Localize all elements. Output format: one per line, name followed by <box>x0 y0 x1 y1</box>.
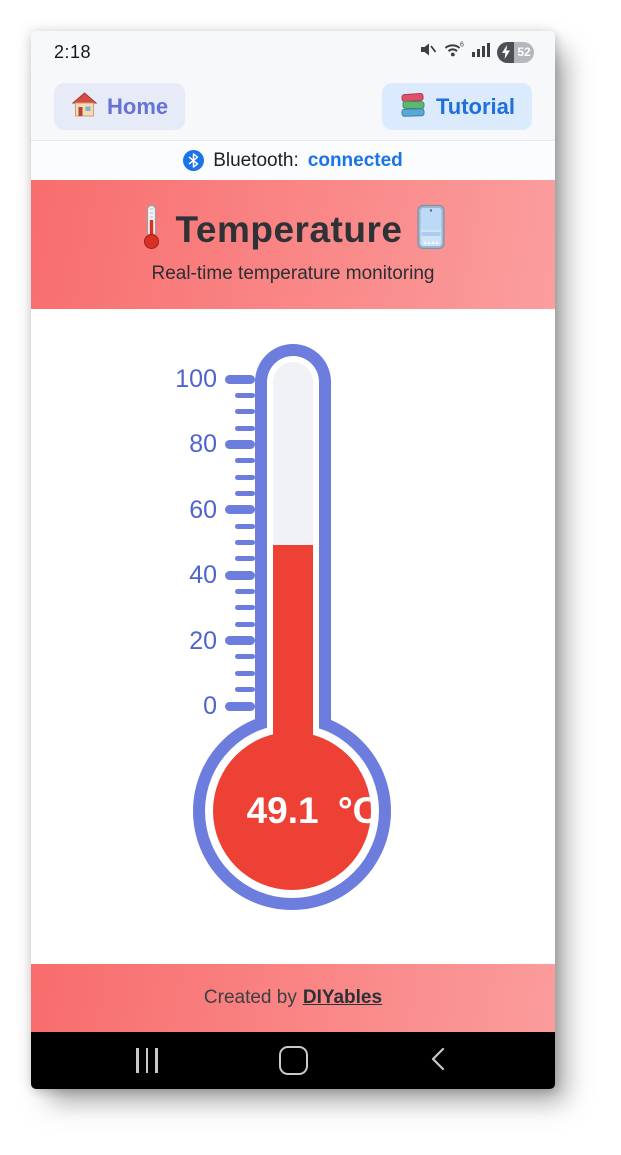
scale-tick <box>225 570 255 580</box>
tube-empty <box>273 362 313 546</box>
back-icon <box>428 1046 450 1075</box>
signal-icon <box>471 40 491 64</box>
bluetooth-label: Bluetooth: <box>213 149 299 171</box>
tutorial-button-label: Tutorial <box>435 93 515 119</box>
scale-tick <box>235 458 255 464</box>
scale-tick <box>225 505 255 515</box>
android-home-button[interactable] <box>273 1041 313 1081</box>
bluetooth-status: connected <box>307 149 403 171</box>
home-button-label: Home <box>107 93 169 119</box>
scale-label: 0 <box>203 692 217 720</box>
scale-label: 100 <box>175 365 217 393</box>
page-subtitle: Real-time temperature monitoring <box>151 263 435 284</box>
mute-icon <box>418 40 437 64</box>
scale-tick <box>225 439 255 449</box>
scale-tick <box>235 474 255 480</box>
back-button[interactable] <box>419 1041 459 1081</box>
thermometer-emoji-icon <box>140 204 162 255</box>
battery-icon: 52 <box>497 41 534 63</box>
status-icons: 6 52 <box>418 40 534 64</box>
home-button[interactable]: Home <box>54 83 186 130</box>
scale-tick <box>235 392 255 398</box>
footer-text: Created by <box>203 987 297 1008</box>
android-nav-bar <box>31 1032 555 1089</box>
scale-label: 20 <box>189 626 217 655</box>
scale-tick <box>235 490 255 496</box>
scale-tick <box>225 636 255 646</box>
android-home-icon <box>278 1046 308 1075</box>
phone-screen: 2:18 6 <box>31 31 555 1089</box>
scale-tick <box>235 621 255 627</box>
app-footer: Created by DIYables <box>31 964 555 1032</box>
books-icon <box>399 92 427 121</box>
diyables-link[interactable]: DIYables <box>302 987 383 1008</box>
wifi-icon: 6 <box>443 40 465 64</box>
bluetooth-status-row: Bluetooth: connected <box>31 141 555 180</box>
tutorial-button[interactable]: Tutorial <box>381 83 532 130</box>
scale-tick <box>235 409 255 415</box>
svg-text:6: 6 <box>460 42 464 49</box>
bulb-fill <box>213 732 371 890</box>
scale-tick <box>225 374 255 384</box>
page-title: Temperature <box>175 208 403 250</box>
recents-button[interactable] <box>127 1041 167 1081</box>
scale-tick <box>235 654 255 660</box>
charging-bolt-icon <box>497 41 514 63</box>
bluetooth-icon <box>183 150 205 171</box>
scale-label: 60 <box>189 495 217 524</box>
scale-tick <box>235 425 255 431</box>
status-bar: 2:18 6 <box>31 31 555 73</box>
battery-percent: 52 <box>514 41 534 63</box>
scale-label: 40 <box>189 561 217 590</box>
scale-label: 80 <box>189 430 217 459</box>
nav-row: Home Tutorial <box>31 73 555 141</box>
thermometer-gauge: 0 20 40 60 80 100 49.1 °C <box>31 309 555 964</box>
scale-tick <box>235 523 255 529</box>
home-icon <box>71 92 98 121</box>
scale-tick <box>235 540 255 545</box>
scale-tick <box>235 589 255 595</box>
recents-icon <box>136 1048 158 1073</box>
scale-tick <box>235 687 255 693</box>
title-row: Temperature <box>140 204 447 255</box>
phone-emoji-icon <box>416 204 446 255</box>
scale-tick <box>225 701 255 711</box>
scale-tick <box>235 556 255 562</box>
scale-tick <box>235 605 255 611</box>
temperature-reading: 49.1 °C <box>246 790 380 831</box>
scale-tick <box>235 670 255 676</box>
app-header: Temperature Real-time temperature monito… <box>31 180 555 309</box>
clock-text: 2:18 <box>54 41 92 62</box>
